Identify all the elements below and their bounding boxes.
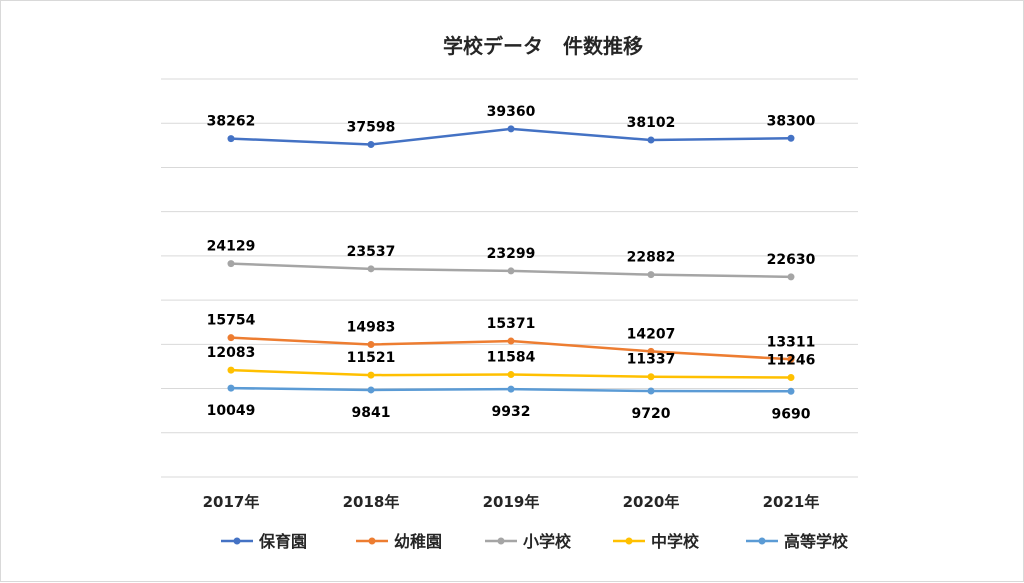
data-label: 11337 xyxy=(627,352,676,368)
data-point xyxy=(647,136,655,144)
data-label: 24129 xyxy=(207,239,256,255)
legend-entry: 小学校 xyxy=(485,532,572,551)
data-point xyxy=(227,384,235,392)
legend-label: 高等学校 xyxy=(784,532,849,551)
data-point xyxy=(787,273,795,281)
data-point xyxy=(647,373,655,381)
x-tick-label: 2018年 xyxy=(343,493,400,511)
data-point xyxy=(507,385,515,393)
data-point xyxy=(647,347,655,355)
data-label: 13311 xyxy=(767,334,816,350)
legend-label: 中学校 xyxy=(651,532,700,551)
data-point xyxy=(227,334,235,342)
data-label: 38300 xyxy=(767,113,816,129)
data-label: 22630 xyxy=(767,252,816,268)
legend-marker xyxy=(497,537,505,545)
x-tick-label: 2017年 xyxy=(203,493,260,511)
x-tick-label: 2020年 xyxy=(623,493,680,511)
data-label: 12083 xyxy=(207,345,256,361)
data-label: 14207 xyxy=(627,326,676,342)
data-point xyxy=(227,135,235,143)
data-point xyxy=(507,267,515,275)
data-label: 39360 xyxy=(487,104,536,120)
data-labels: 38262 37598 39360 38102 38300 15754 14983 15371… xyxy=(207,104,816,422)
legend-marker xyxy=(758,537,766,545)
data-point xyxy=(367,340,375,348)
data-label: 15371 xyxy=(487,316,536,332)
legend-marker xyxy=(233,537,241,545)
data-label: 9690 xyxy=(772,406,811,422)
legend-entry: 中学校 xyxy=(613,532,700,551)
data-label: 22882 xyxy=(627,250,676,266)
data-point xyxy=(787,374,795,382)
data-point xyxy=(647,271,655,279)
data-point xyxy=(507,371,515,379)
legend-entry: 保育園 xyxy=(221,532,307,551)
data-label: 38102 xyxy=(627,115,676,131)
legend: 保育園 幼稚園 小学校 中学校 高等学校 xyxy=(221,532,849,551)
data-label: 15754 xyxy=(207,313,256,329)
data-label: 11521 xyxy=(347,350,396,366)
legend-label: 保育園 xyxy=(258,532,307,551)
x-tick-label: 2021年 xyxy=(763,493,820,511)
data-point xyxy=(787,387,795,395)
data-point xyxy=(227,366,235,374)
chart-title: 学校データ 件数推移 xyxy=(443,34,643,58)
legend-entry: 幼稚園 xyxy=(356,532,442,551)
x-axis: 2017年 2018年 2019年 2020年 2021年 xyxy=(203,493,820,511)
legend-entry: 高等学校 xyxy=(746,532,849,551)
legend-label: 小学校 xyxy=(523,532,572,551)
data-label: 9841 xyxy=(352,405,391,421)
data-label: 14983 xyxy=(347,319,396,335)
data-point xyxy=(367,140,375,148)
legend-marker xyxy=(368,537,376,545)
legend-label: 幼稚園 xyxy=(394,532,442,551)
data-label: 37598 xyxy=(347,119,396,135)
data-point xyxy=(647,387,655,395)
data-label: 23537 xyxy=(347,244,396,260)
data-point xyxy=(367,265,375,273)
data-point xyxy=(787,134,795,142)
data-point xyxy=(227,260,235,268)
data-label: 9932 xyxy=(492,404,531,420)
data-point xyxy=(507,125,515,133)
data-label: 23299 xyxy=(487,246,536,262)
legend-marker xyxy=(625,537,633,545)
data-point xyxy=(367,371,375,379)
data-label: 11584 xyxy=(487,350,536,366)
data-point xyxy=(367,386,375,394)
data-label: 38262 xyxy=(207,114,256,130)
data-point xyxy=(787,355,795,363)
data-point xyxy=(507,337,515,345)
x-tick-label: 2019年 xyxy=(483,493,540,511)
data-label: 10049 xyxy=(207,403,256,419)
series-group xyxy=(227,125,795,395)
data-label: 9720 xyxy=(632,406,671,422)
data-label: 11246 xyxy=(767,353,816,369)
